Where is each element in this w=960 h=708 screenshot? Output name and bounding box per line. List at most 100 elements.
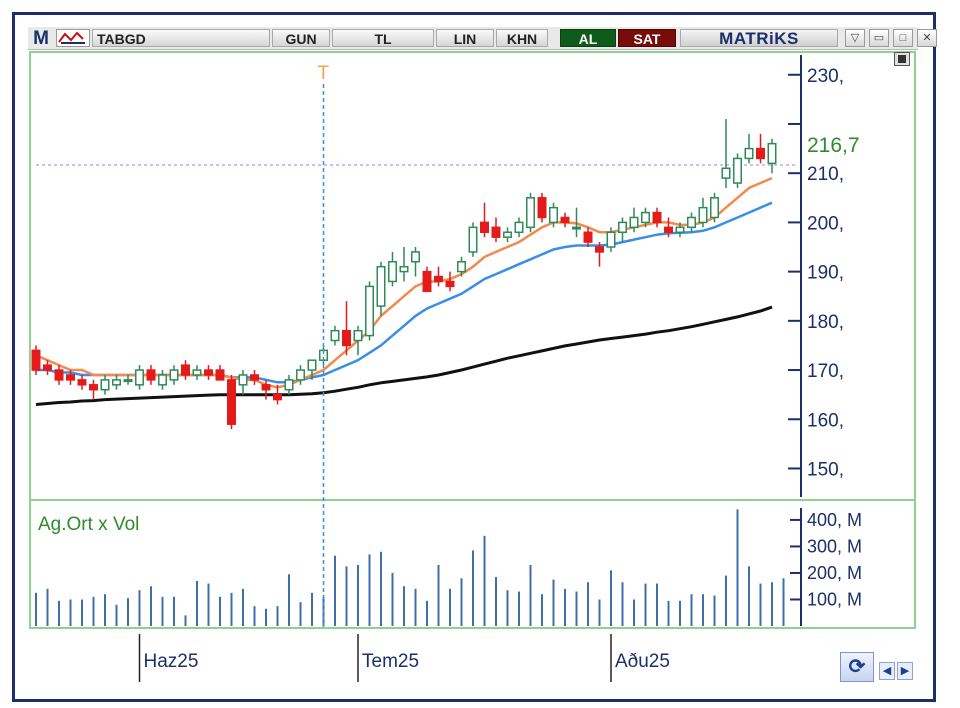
candle-body: [181, 364, 190, 376]
candle-body: [526, 197, 535, 229]
candle-body: [227, 379, 236, 425]
candle-body: [66, 374, 75, 381]
candle-body: [307, 359, 317, 371]
candle-body: [756, 147, 765, 160]
symbol-field[interactable]: TABGD: [92, 29, 270, 47]
candle-body: [54, 369, 64, 381]
date-label: Tem25: [362, 651, 419, 672]
scroll-left-icon[interactable]: ◀: [879, 662, 895, 680]
price-tick-label: 150,: [807, 459, 844, 480]
period-button[interactable]: GUN: [272, 29, 330, 47]
candle-body: [215, 369, 225, 381]
candle-body: [457, 261, 466, 273]
maximize-icon[interactable]: □: [893, 29, 913, 47]
candle-body: [698, 206, 708, 224]
candlesticks: [31, 119, 777, 430]
panel-toggle-button[interactable]: [894, 52, 910, 66]
candle-body: [330, 329, 340, 342]
candle-body: [503, 231, 512, 238]
scale-button[interactable]: LIN: [436, 29, 494, 47]
candle-body: [514, 221, 524, 233]
candle-body: [629, 216, 639, 229]
date-label: Haz25: [144, 651, 199, 672]
candle-body: [77, 379, 87, 386]
candle-body: [158, 374, 167, 386]
candle-body: [675, 226, 685, 233]
chart-toolbar: M TABGD GUN TL LIN KHN AL SAT MATRiKS ▽ …: [28, 27, 937, 50]
candle-body: [583, 231, 593, 243]
candle-body: [767, 142, 777, 165]
matriks-m-label[interactable]: M: [33, 28, 49, 49]
candle-body: [261, 384, 271, 391]
ema-long-line: [35, 305, 773, 406]
khn-button[interactable]: KHN: [496, 29, 548, 47]
candle-body: [135, 369, 144, 386]
minimize-icon[interactable]: ▭: [869, 29, 889, 47]
price-axis: 150, 160, 170, 180, 190, 200, 210, 230, 216,7: [36, 55, 860, 497]
price-tick-label: 180,: [807, 312, 844, 333]
candle-body: [112, 379, 121, 386]
volume-bars: [35, 509, 785, 626]
candle-body: [43, 364, 52, 371]
candle-body: [664, 226, 673, 233]
candle-body: [445, 280, 455, 288]
t-marker-label: T: [318, 63, 330, 84]
candle-body: [411, 251, 420, 263]
candle-body: [100, 379, 110, 391]
candle-body: [480, 221, 489, 233]
candle-body: [365, 285, 374, 337]
candle-body: [537, 197, 547, 219]
price-tick-label: 170,: [807, 361, 844, 382]
price-panel-border: [29, 51, 916, 501]
candle-body: [733, 157, 742, 184]
candle-body: [123, 379, 133, 383]
date-label: Aðu25: [615, 651, 670, 672]
refresh-icon[interactable]: ⟳: [840, 652, 874, 682]
sell-button[interactable]: SAT: [618, 29, 676, 47]
dropdown-icon[interactable]: ▽: [845, 29, 865, 47]
matriks-logo-icon[interactable]: [56, 29, 90, 47]
ema-mid-line: [36, 201, 773, 384]
candle-body: [146, 369, 156, 381]
moving-average-lines: [35, 176, 773, 406]
price-tick-label: 210,: [807, 164, 844, 185]
candle-body: [434, 275, 443, 283]
candle-body: [595, 246, 604, 253]
candle-body: [296, 369, 305, 381]
candle-body: [468, 226, 478, 253]
buy-button[interactable]: AL: [560, 29, 616, 47]
volume-axis: 100, M 200, M 300, M 400, M: [790, 508, 862, 626]
scroll-right-icon[interactable]: ▶: [897, 662, 913, 680]
candle-body: [687, 216, 696, 229]
last-price-label: 216,7: [807, 134, 860, 157]
volume-tick-label: 400, M: [807, 510, 862, 530]
candle-body: [284, 379, 294, 391]
price-tick-label: 200,: [807, 213, 844, 234]
volume-tick-label: 200, M: [807, 563, 862, 583]
candle-body: [721, 167, 731, 179]
close-icon[interactable]: ✕: [917, 29, 937, 47]
candle-body: [342, 329, 351, 347]
candle-body: [388, 261, 397, 283]
candle-body: [250, 374, 259, 381]
candle-body: [606, 231, 616, 248]
candle-body: [549, 206, 558, 224]
candle-body: [422, 270, 432, 293]
candle-body: [273, 393, 282, 401]
volume-tick-label: 100, M: [807, 589, 862, 609]
candle-body: [169, 369, 179, 381]
ema-short-line: [35, 176, 773, 389]
candle-body: [641, 211, 650, 224]
currency-button[interactable]: TL: [332, 29, 434, 47]
brand-label: MATRiKS: [680, 29, 838, 48]
candle-body: [399, 265, 409, 273]
volume-tick-label: 300, M: [807, 536, 862, 556]
candle-body: [618, 221, 627, 233]
volume-panel-title: Ag.Ort x Vol: [38, 514, 139, 535]
candle-body: [744, 147, 754, 160]
candle-body: [238, 374, 248, 386]
candle-body: [560, 216, 570, 224]
candle-body: [89, 384, 98, 391]
candle-body: [31, 349, 41, 371]
